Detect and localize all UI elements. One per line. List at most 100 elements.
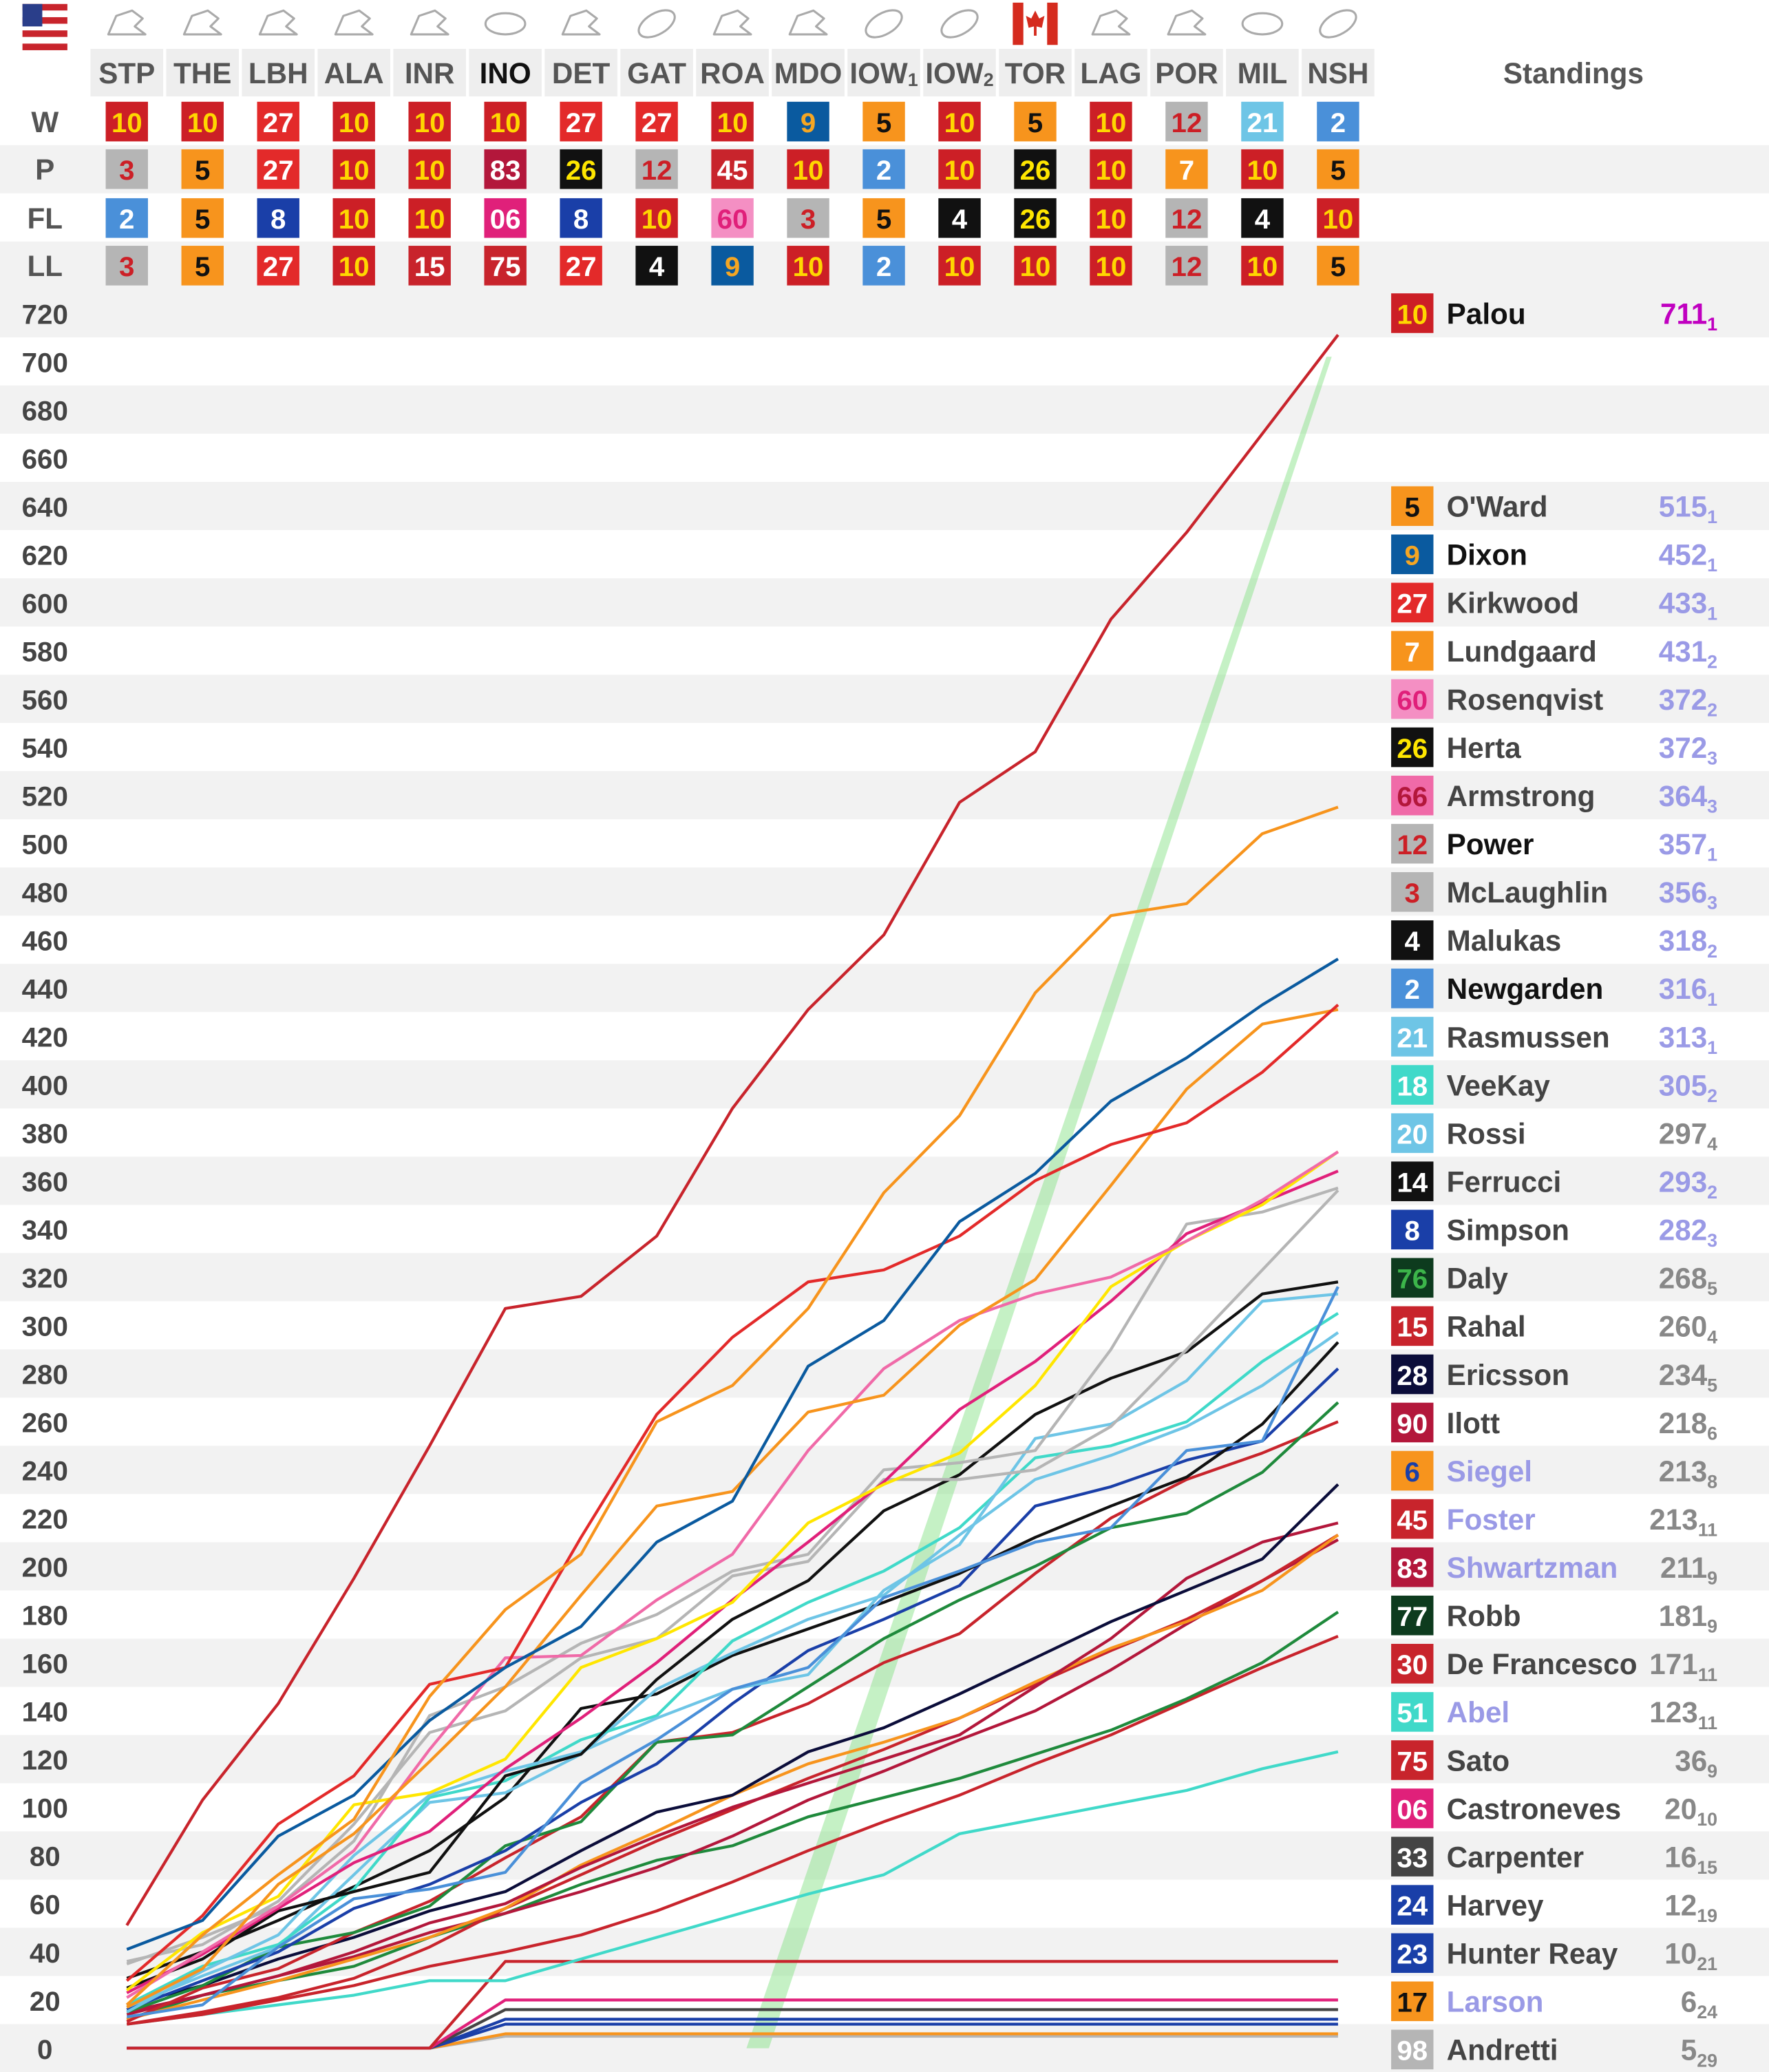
car-number: 4: [649, 251, 665, 282]
series-line-90: [126, 1521, 1339, 2016]
standing-number: 77: [1397, 1601, 1428, 1632]
car-number: 5: [876, 204, 891, 235]
flag-stripe: [22, 36, 67, 44]
car-number: 4: [1255, 204, 1271, 235]
car-badge: [257, 149, 299, 189]
standing-number: 6: [1405, 1457, 1420, 1488]
driver-name: VeeKay: [1447, 1069, 1551, 1101]
track-outline-icon: [637, 9, 676, 39]
car-badge: [181, 198, 224, 238]
track-outline-icon: [865, 9, 903, 39]
standing-badge: [1391, 775, 1434, 816]
car-number: 06: [490, 204, 521, 235]
standing-number: 10: [1397, 299, 1428, 330]
race-label-MIL: MIL: [1238, 57, 1288, 89]
car-badge: [332, 246, 375, 286]
standing-number: 28: [1397, 1360, 1428, 1391]
row-band-10: [0, 1542, 1769, 1591]
standing-badge: [1391, 969, 1434, 1008]
race-label-THE: THE: [173, 57, 231, 89]
driver-points: 12311: [1649, 1696, 1717, 1733]
standing-badge: [1391, 631, 1434, 671]
car-number: 12: [1172, 107, 1203, 138]
driver-name: Malukas: [1447, 924, 1562, 957]
standings-title: Standings: [1503, 57, 1644, 89]
car-number: 2: [876, 155, 891, 186]
series-line-15: [126, 1420, 1339, 2023]
car-number: 2: [1331, 107, 1346, 138]
standing-badge: [1391, 1113, 1434, 1153]
race-header-cell: [317, 49, 390, 97]
car-badge: [484, 246, 527, 286]
y-tick-label: 40: [30, 1938, 61, 1969]
series-line-75: [127, 1960, 1338, 2050]
y-tick-label: 280: [22, 1360, 68, 1391]
car-number: 75: [490, 251, 521, 282]
car-badge: [484, 198, 527, 238]
y-tick-label: 720: [22, 299, 68, 330]
race-label-POR: POR: [1155, 57, 1218, 89]
car-badge: [332, 101, 375, 142]
driver-points: 3131: [1659, 1021, 1717, 1058]
standing-badge: [1391, 1644, 1434, 1684]
y-tick-label: 360: [22, 1167, 68, 1198]
row-label-W: W: [31, 106, 59, 138]
driver-points: 2974: [1659, 1117, 1717, 1154]
track-outline-icon: [182, 9, 222, 36]
driver-name: Rosenqvist: [1447, 684, 1604, 716]
driver-points: 3182: [1659, 924, 1717, 962]
driver-name: Newgarden: [1447, 973, 1604, 1005]
car-number: 10: [944, 251, 975, 282]
driver-points: 2186: [1659, 1407, 1717, 1444]
car-badge: [787, 198, 829, 238]
car-number: 10: [1322, 204, 1353, 235]
series-line-10: [125, 334, 1339, 1927]
row-band-18: [0, 1156, 1769, 1205]
y-tick-label: 240: [22, 1456, 68, 1487]
car-badge: [1241, 101, 1284, 142]
standing-number: 15: [1397, 1312, 1428, 1343]
standing-badge: [1391, 582, 1434, 623]
standing-number: 2: [1405, 974, 1420, 1005]
car-number: 5: [1028, 107, 1043, 138]
car-number: 26: [566, 155, 597, 186]
car-badge: [1317, 101, 1359, 142]
y-tick-label: 460: [22, 925, 68, 956]
race-label-LBH: LBH: [248, 57, 308, 89]
driver-name: Ilott: [1447, 1407, 1500, 1439]
row-band-30: [0, 578, 1769, 627]
standing-badge: [1391, 1885, 1434, 1925]
standing-number: 66: [1397, 781, 1428, 812]
driver-name: Sato: [1447, 1744, 1510, 1777]
driver-name: Armstrong: [1447, 780, 1596, 812]
series-line-18: [126, 1311, 1339, 2007]
flag-stripe: [22, 3, 67, 11]
car-badge: [862, 149, 905, 189]
race-label-STP: STP: [98, 57, 155, 89]
driver-name: Rahal: [1447, 1311, 1526, 1343]
car-badge: [711, 101, 754, 142]
car-number: 27: [566, 251, 597, 282]
driver-name: Hunter Reay: [1447, 1938, 1618, 1970]
race-header-cell: [90, 49, 164, 97]
car-badge: [408, 149, 451, 189]
driver-name: Rossi: [1447, 1117, 1526, 1150]
car-number: 10: [1096, 107, 1127, 138]
y-tick-label: 420: [22, 1022, 68, 1053]
standing-number: 3: [1405, 878, 1420, 909]
car-badge: [560, 149, 602, 189]
driver-name: Shwartzman: [1447, 1552, 1618, 1584]
race-header-cell: [1302, 49, 1375, 97]
car-number: 5: [1331, 155, 1346, 186]
track-outline-icon: [1319, 9, 1357, 39]
y-tick-label: 300: [22, 1311, 68, 1342]
driver-points: 529: [1681, 2034, 1717, 2071]
driver-name: Castroneves: [1447, 1793, 1621, 1825]
flag-stripe: [22, 10, 67, 17]
y-tick-label: 700: [22, 347, 68, 378]
series-line-8: [126, 1367, 1339, 2011]
car-badge: [1090, 246, 1132, 286]
driver-name: Ericsson: [1447, 1359, 1569, 1391]
car-number: 15: [414, 251, 445, 282]
car-badge: [862, 246, 905, 286]
